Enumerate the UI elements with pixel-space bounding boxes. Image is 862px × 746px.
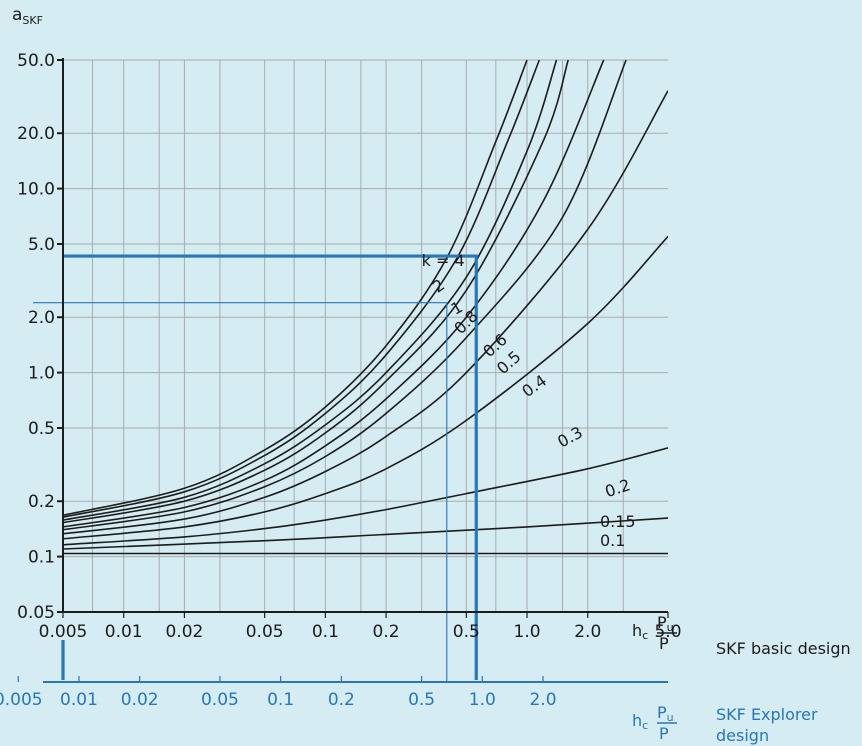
series-curve	[63, 517, 668, 550]
curve-label: 0.4	[518, 371, 550, 401]
x-tick-label-basic: 0.5	[453, 622, 480, 642]
series-curve	[63, 447, 668, 546]
x-tick-label-basic: 5.0	[654, 622, 681, 642]
x-axis-label-basic-h: hc	[632, 621, 648, 642]
y-tick-label: 20.0	[17, 124, 55, 144]
x-tick-label-basic: 0.005	[39, 622, 88, 642]
series-curve	[63, 59, 627, 531]
y-tick-label: 0.5	[28, 419, 55, 439]
grid-lines	[63, 59, 668, 613]
y-tick-label: 0.05	[17, 603, 55, 623]
x-tick-label-basic: 0.1	[312, 622, 339, 642]
explorer-design-example-line	[33, 302, 448, 682]
y-axis-label: aSKF	[12, 5, 43, 27]
x-tick-label-basic: 0.2	[373, 622, 400, 642]
series-curve	[63, 90, 668, 535]
x-tick-label-explorer: 1.0	[469, 690, 496, 710]
y-tick-label: 2.0	[28, 308, 55, 328]
series-curve	[63, 59, 528, 516]
x-tick-label-explorer: 0.05	[201, 690, 239, 710]
series-curve	[63, 235, 668, 540]
axes	[17, 58, 669, 683]
x-tick-label-basic: 0.01	[105, 622, 143, 642]
x-tick-label-explorer: 0.1	[267, 690, 294, 710]
x-tick-label-basic: 1.0	[514, 622, 541, 642]
y-tick-label: 0.1	[28, 548, 55, 568]
labels: 0.05 0.1 0.2 0.5 1.0 2.0 5.0 10.0 20.0 50.0 aSKF 0.…	[0, 5, 851, 745]
series-curve	[63, 59, 541, 518]
series-curve	[63, 59, 558, 521]
y-tick-label: 50.0	[17, 51, 55, 71]
curve-label: k = 4	[422, 251, 465, 270]
y-tick-label: 1.0	[28, 364, 55, 384]
x-axis-label-basic-numerator: Pu	[657, 613, 674, 634]
example-guide-lines	[33, 254, 478, 682]
curves	[63, 59, 668, 555]
y-tick-label: 5.0	[28, 235, 55, 255]
x-axis-label-explorer-h: hc	[632, 711, 648, 732]
x-tick-label-explorer: 0.005	[0, 690, 43, 710]
x-axis-label-explorer-denominator: P	[659, 724, 669, 743]
x-tick-label-explorer: 0.2	[328, 690, 355, 710]
series-curve	[63, 59, 605, 528]
x-tick-label-explorer: 0.5	[408, 690, 435, 710]
curve-label: 0.15	[600, 512, 636, 531]
x-axis-label-basic-denominator: P	[659, 634, 669, 653]
curve-label: 0.1	[600, 531, 625, 550]
x-axis-label-explorer-numerator: Pu	[657, 703, 674, 724]
x-tick-label-basic: 2.0	[574, 622, 601, 642]
x-tick-label-explorer: 0.02	[121, 690, 159, 710]
x-tick-label-basic: 0.05	[246, 622, 284, 642]
basic-design-example-line	[63, 254, 478, 680]
legend-explorer-design-line2: design	[716, 726, 769, 745]
curve-label: 0.3	[554, 423, 585, 452]
x-tick-label-explorer: 0.01	[60, 690, 98, 710]
x-tick-label-basic: 0.02	[165, 622, 203, 642]
legend-explorer-design-line1: SKF Explorer	[716, 705, 818, 724]
curve-label: 0.2	[603, 475, 633, 501]
y-tick-label: 10.0	[17, 180, 55, 200]
x-tick-label-explorer: 2.0	[529, 690, 556, 710]
y-tick-label: 0.2	[28, 492, 55, 512]
series-curve	[63, 59, 569, 524]
legend-basic-design: SKF basic design	[716, 639, 851, 658]
